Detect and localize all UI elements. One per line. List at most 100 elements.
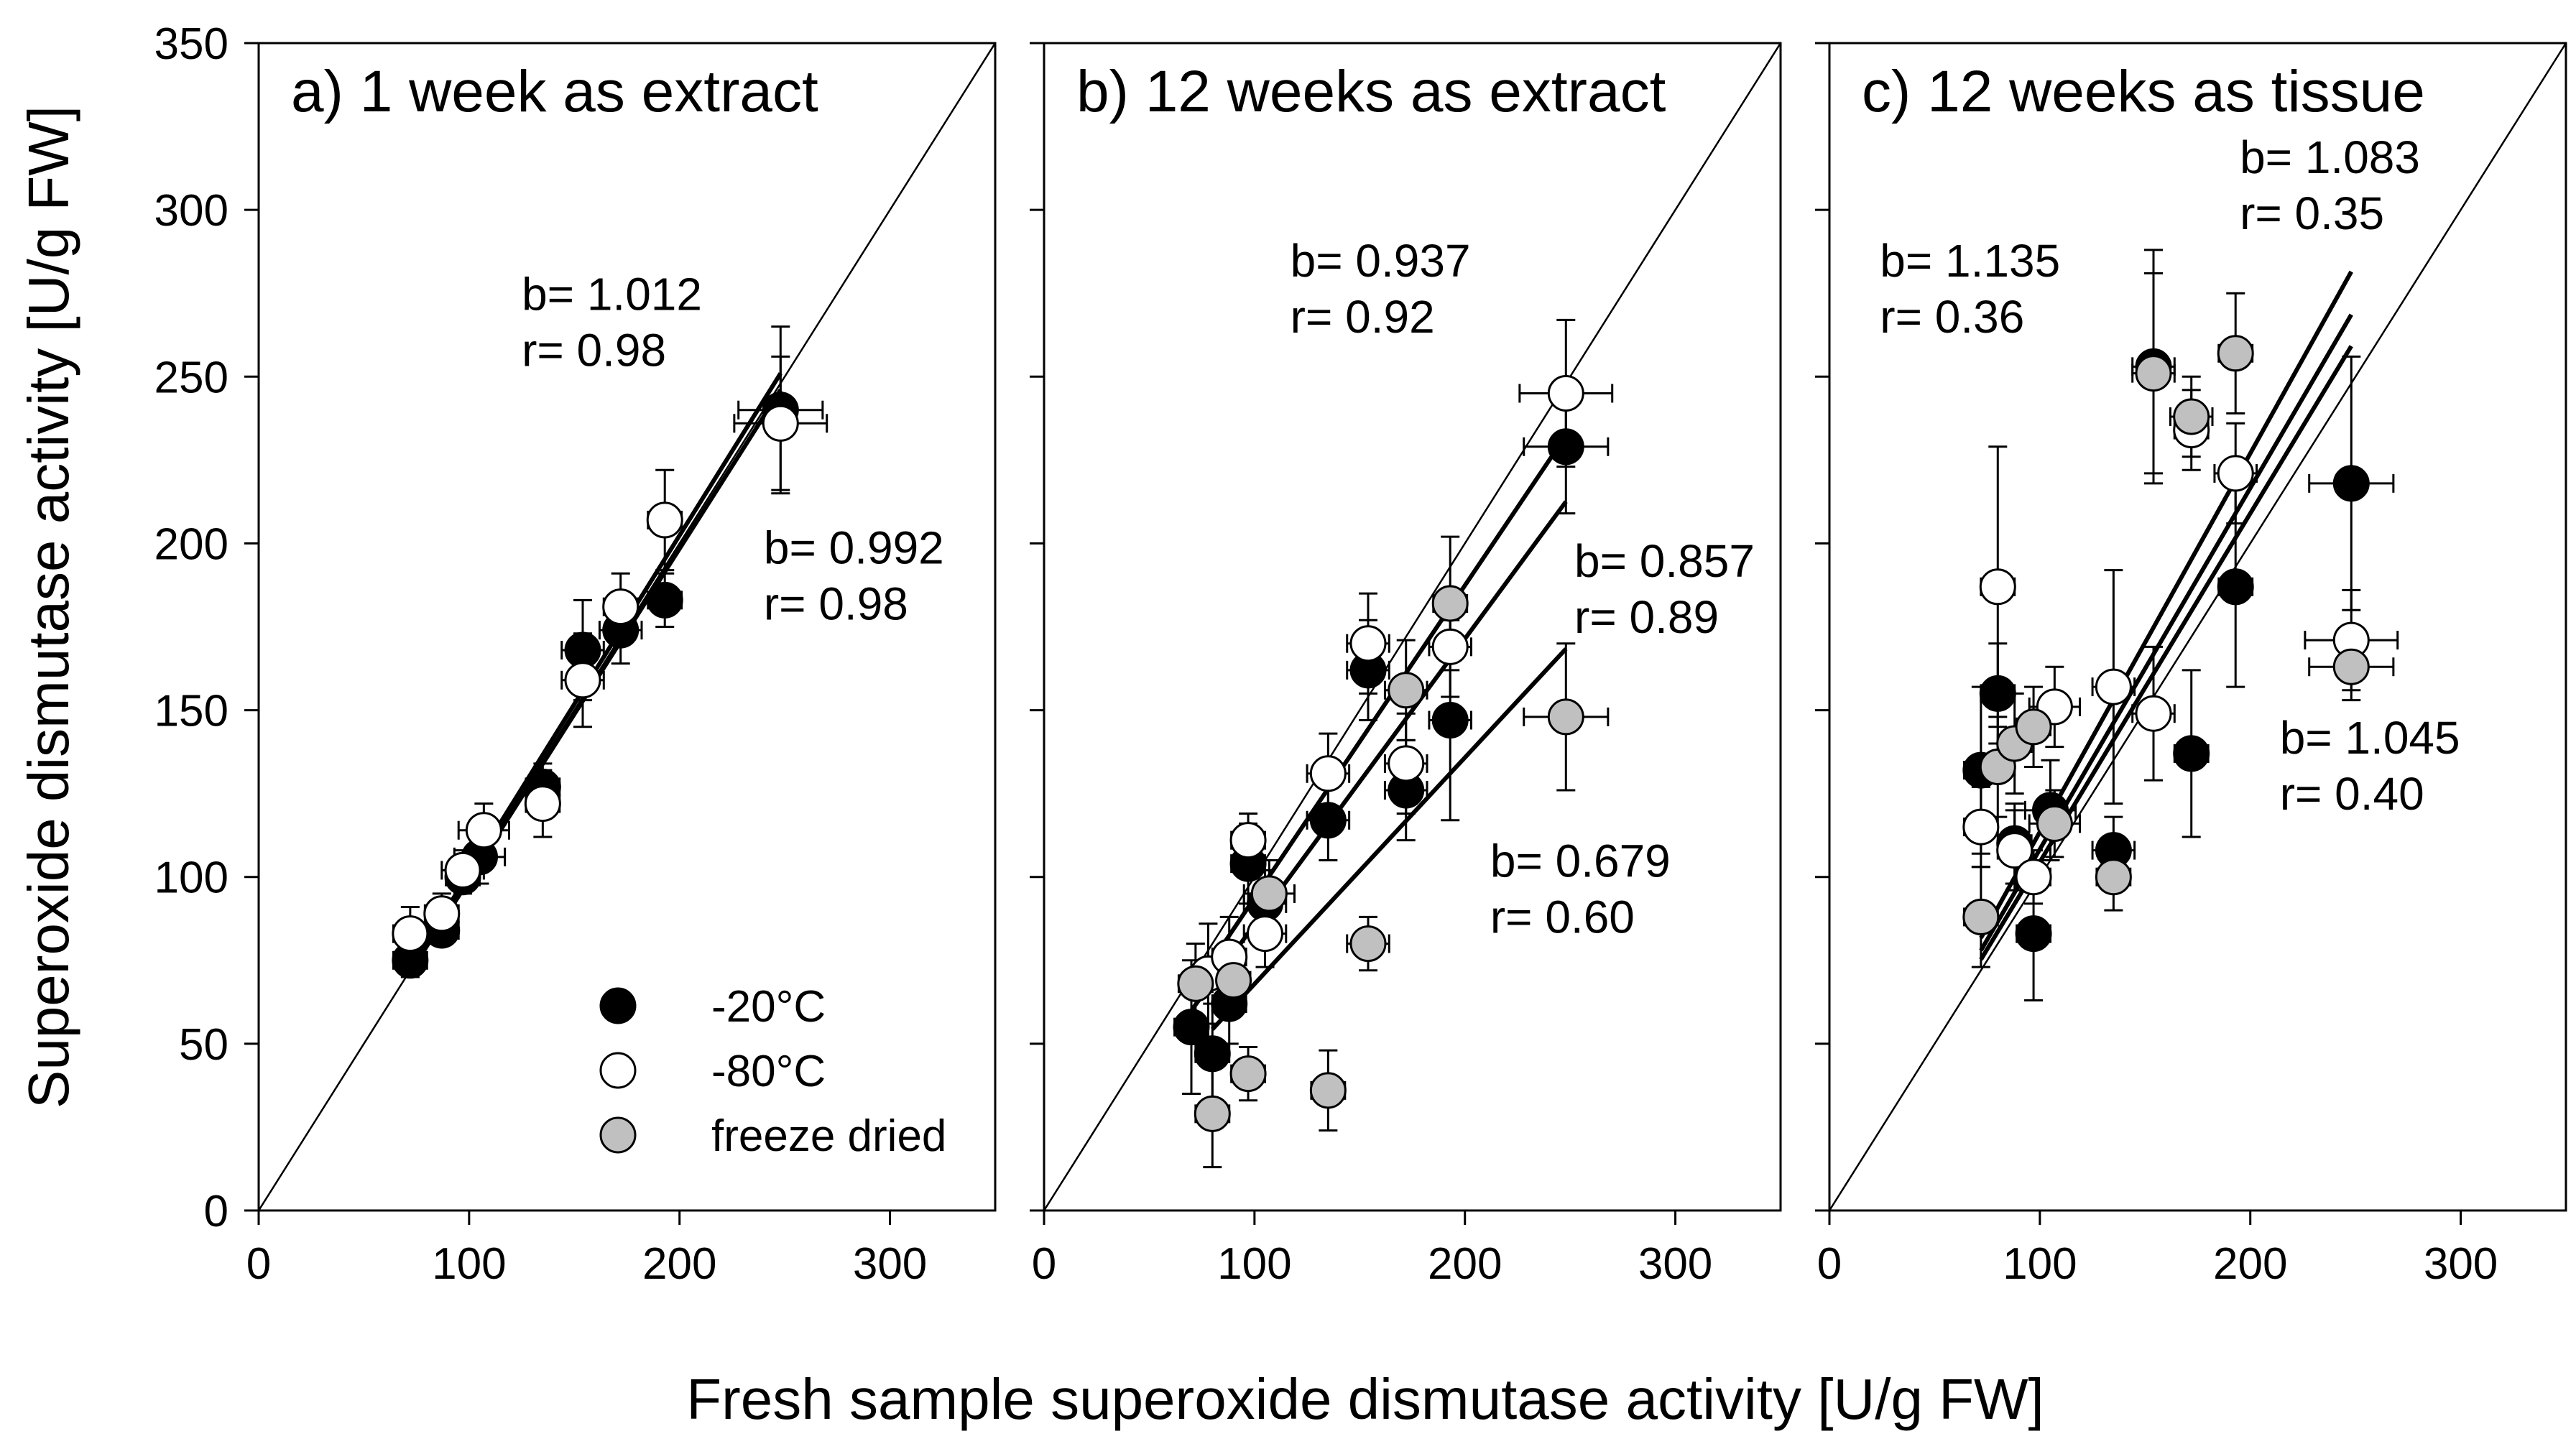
y-tick-label: 150 — [154, 687, 228, 736]
markers — [1962, 335, 2370, 953]
x-tick-label: 0 — [1032, 1239, 1056, 1289]
correlation-label: r= 0.92 — [1291, 291, 1435, 343]
data-point-minus80 — [1229, 822, 1267, 859]
slope-label: b= 0.937 — [1291, 235, 1471, 287]
data-point-freeze_dried — [2217, 335, 2254, 372]
data-point-minus80 — [392, 915, 429, 953]
data-point-minus20 — [1194, 1035, 1231, 1073]
correlation-label: r= 0.98 — [764, 578, 908, 629]
data-point-minus20 — [1431, 702, 1469, 739]
data-point-minus20 — [1173, 1009, 1210, 1046]
data-point-minus80 — [646, 501, 683, 539]
slope-label: b= 0.679 — [1490, 835, 1671, 887]
data-point-minus20 — [646, 581, 683, 619]
legend-label: -80°C — [711, 1047, 826, 1096]
data-point-freeze_dried — [1177, 965, 1214, 1002]
x-tick-label: 300 — [1638, 1239, 1712, 1289]
data-point-freeze_dried — [1215, 962, 1252, 999]
data-point-minus20 — [2173, 735, 2210, 772]
panel-1: 0 100 200 300 0 50 100 150 200 250 300 350 a) 1 week… — [154, 19, 997, 1289]
x-tick-label: 200 — [642, 1239, 716, 1289]
data-point-minus80 — [762, 404, 799, 442]
y-tick-label: 250 — [154, 353, 228, 402]
regression-line — [1979, 313, 2353, 952]
plot-frame — [1043, 42, 1782, 1212]
data-point-minus80 — [524, 785, 561, 823]
plot-area — [259, 43, 995, 1210]
legend-label: freeze dried — [711, 1111, 946, 1161]
data-point-minus80 — [2135, 695, 2172, 732]
x-tick-label: 100 — [432, 1239, 506, 1289]
panel-2: 0 100 200 300 b) 12 weeks as extract b= 0.937… — [1030, 42, 1782, 1289]
x-tick-label: 100 — [1217, 1239, 1291, 1289]
data-point-freeze_dried — [2173, 398, 2210, 435]
data-point-freeze_dried — [1250, 875, 1288, 912]
panels: 0 100 200 300 0 50 100 150 200 250 300 350 a) 1 week… — [154, 19, 2567, 1289]
data-point-minus80 — [444, 851, 481, 889]
error-bars — [1173, 318, 1614, 1169]
data-point-freeze_dried — [1962, 898, 2000, 935]
data-point-minus80 — [1309, 755, 1347, 792]
panel-title: c) 12 weeks as tissue — [1862, 59, 2425, 124]
y-tick-label: 0 — [204, 1187, 228, 1236]
legend-label: -20°C — [711, 982, 826, 1032]
data-point-minus80 — [465, 812, 502, 849]
panel-title: a) 1 week as extract — [291, 59, 818, 124]
data-point-minus80 — [2217, 455, 2254, 492]
data-point-minus80 — [564, 662, 601, 699]
data-point-freeze_dried — [1309, 1072, 1347, 1109]
identity-line — [1829, 43, 2566, 1210]
data-point-minus80 — [1996, 832, 2033, 869]
data-point-freeze_dried — [2135, 355, 2172, 392]
data-point-minus80 — [1388, 745, 1425, 782]
data-point-minus20 — [1309, 802, 1347, 839]
plot-frame — [257, 42, 997, 1212]
data-point-freeze_dried — [2015, 708, 2052, 746]
plot-area — [1044, 43, 1781, 1210]
plot-area — [1829, 43, 2566, 1210]
data-point-minus80 — [1547, 375, 1584, 412]
legend-marker-minus80 — [599, 1052, 637, 1089]
y-tick-label: 350 — [154, 19, 228, 69]
data-point-freeze_dried — [1229, 1055, 1267, 1093]
data-point-minus20 — [1547, 428, 1584, 466]
correlation-label: r= 0.40 — [2280, 768, 2424, 820]
markers — [1173, 375, 1584, 1132]
x-tick-label: 100 — [2003, 1239, 2077, 1289]
correlation-label: r= 0.35 — [2240, 188, 2384, 239]
x-tick-label: 200 — [2213, 1239, 2287, 1289]
correlation-label: r= 0.36 — [1880, 291, 2024, 343]
identity-line — [1044, 43, 1781, 1210]
y-tick-label: 50 — [179, 1020, 228, 1070]
data-point-minus20 — [2332, 465, 2370, 502]
x-axis-title: Fresh sample superoxide dismutase activi… — [686, 1367, 2044, 1431]
correlation-label: r= 0.60 — [1490, 892, 1635, 943]
data-point-minus80 — [423, 895, 461, 932]
data-point-freeze_dried — [1547, 698, 1584, 736]
x-tick-label: 0 — [246, 1239, 271, 1289]
slope-label: b= 0.992 — [764, 522, 944, 573]
data-point-freeze_dried — [1349, 925, 1387, 963]
data-point-minus80 — [2095, 668, 2132, 705]
correlation-label: r= 0.98 — [522, 324, 666, 376]
data-point-minus80 — [2015, 858, 2052, 896]
regression-line — [1211, 647, 1568, 1031]
slope-label: b= 1.135 — [1880, 235, 2060, 287]
legend-marker-minus20 — [599, 987, 637, 1024]
y-tick-label: 100 — [154, 853, 228, 903]
plot-frame — [1828, 42, 2567, 1212]
data-point-minus20 — [2217, 568, 2254, 606]
legend: -20°C -80°C freeze dried — [599, 982, 946, 1161]
data-point-minus20 — [2015, 915, 2052, 953]
correlation-label: r= 0.89 — [1574, 591, 1719, 643]
legend-marker-freeze_dried — [599, 1116, 637, 1154]
x-tick-label: 300 — [2424, 1239, 2498, 1289]
slope-label: b= 1.012 — [522, 268, 702, 320]
data-point-freeze_dried — [1431, 585, 1469, 622]
y-tick-label: 300 — [154, 186, 228, 236]
slope-label: b= 1.045 — [2280, 712, 2460, 764]
x-tick-label: 300 — [853, 1239, 927, 1289]
data-point-minus80 — [1349, 625, 1387, 662]
